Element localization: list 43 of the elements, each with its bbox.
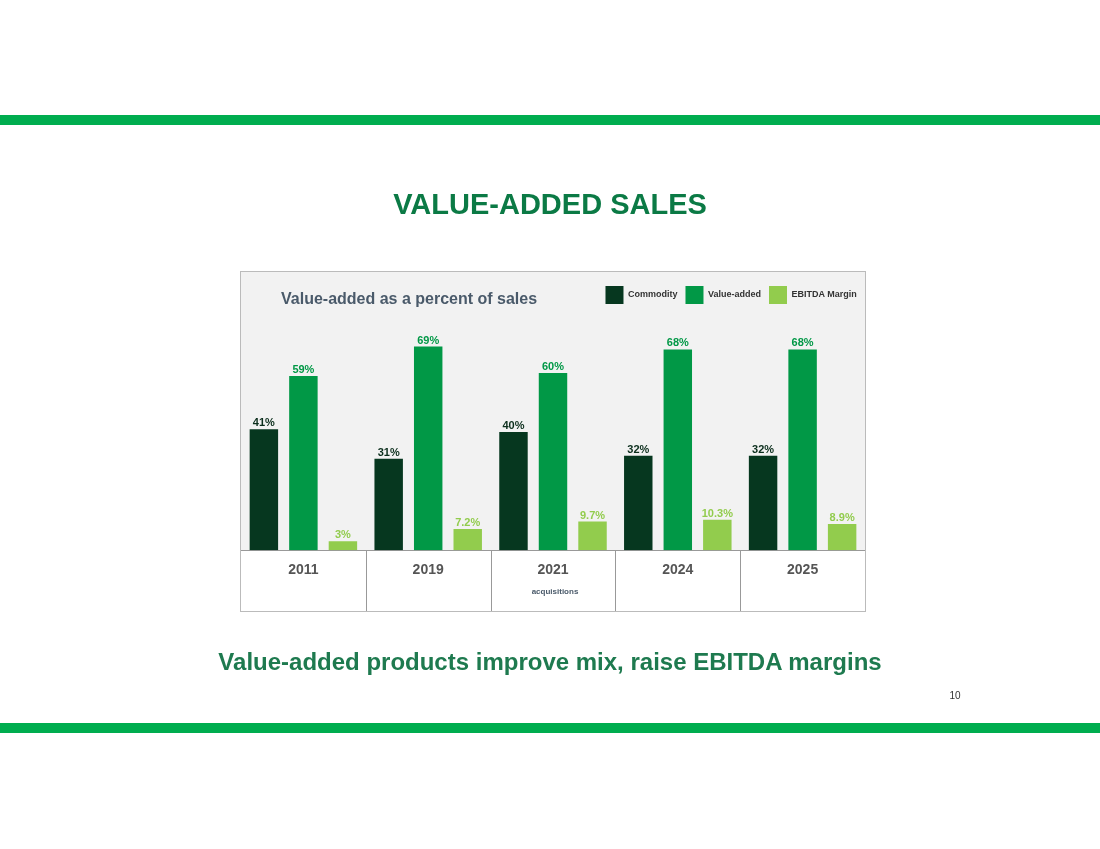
bar <box>578 521 607 551</box>
chart-subtitle: Value-added as a percent of sales <box>281 290 538 308</box>
bar <box>538 373 568 551</box>
bar <box>374 458 403 551</box>
text: 10 <box>948 690 962 701</box>
legend-label: Commodity <box>627 289 678 300</box>
bar <box>663 349 693 551</box>
bar <box>328 541 358 551</box>
bar <box>413 346 443 551</box>
bar <box>249 429 279 551</box>
data-label: 31% <box>377 445 400 458</box>
data-label: 60% <box>541 360 565 373</box>
legend-label: EBITDA Margin <box>791 289 857 300</box>
data-label: 7.2% <box>455 515 481 528</box>
x-tick-label: 2011 <box>288 561 319 578</box>
data-label: 68% <box>666 336 690 349</box>
data-label: 69% <box>417 333 440 346</box>
x-tick-label: 2021 <box>537 561 569 578</box>
x-tick-label: 2024 <box>662 561 694 578</box>
chart-title: VALUE-ADDED SALES <box>392 188 708 221</box>
data-label: 32% <box>752 442 775 455</box>
bar <box>624 455 653 551</box>
data-label: 68% <box>791 336 814 349</box>
bar <box>499 432 528 551</box>
data-label: 41% <box>252 416 276 429</box>
text: Value-added products improve mix, raise EBITDA margins <box>217 648 883 676</box>
legend-label: Value-added <box>707 289 761 300</box>
data-label: 3% <box>334 528 352 541</box>
data-label: 9.7% <box>579 508 606 521</box>
data-label: 8.9% <box>829 510 855 523</box>
bar <box>748 455 778 551</box>
x-tick-label: 2019 <box>412 561 444 578</box>
bar <box>289 376 318 551</box>
data-label: 59% <box>292 363 315 376</box>
bar <box>827 523 857 551</box>
data-label: 40% <box>502 419 525 432</box>
bar <box>703 519 732 551</box>
x-tick-label: 2025 <box>787 561 819 578</box>
bar <box>453 528 482 551</box>
bar <box>788 349 817 551</box>
text: acquisitions <box>530 587 580 596</box>
data-label: 10.3% <box>701 506 734 519</box>
data-label: 32% <box>627 442 650 455</box>
